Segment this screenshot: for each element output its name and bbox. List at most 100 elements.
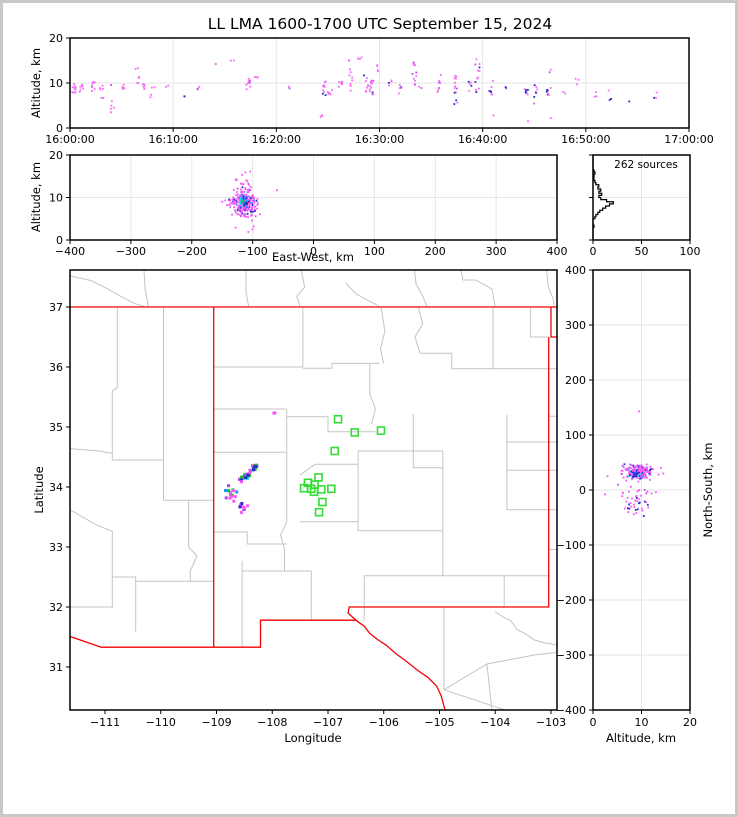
source-point <box>534 91 537 94</box>
source-point <box>505 86 507 89</box>
source-point <box>369 85 372 88</box>
county-boundary <box>143 270 149 308</box>
source-point <box>627 511 630 514</box>
source-point <box>628 472 630 475</box>
source-point <box>438 87 440 89</box>
source-point <box>628 503 630 506</box>
county-boundary <box>494 611 557 646</box>
source-point <box>341 82 344 85</box>
source-point <box>245 193 248 196</box>
source-point <box>340 80 343 83</box>
tick-label: 0 <box>590 716 597 729</box>
source-point <box>240 198 242 201</box>
source-point <box>253 468 257 472</box>
source-point <box>412 77 415 80</box>
source-point <box>100 97 103 99</box>
source-point <box>376 69 379 72</box>
source-point <box>474 89 477 91</box>
source-point <box>655 91 658 94</box>
source-point <box>250 203 253 206</box>
source-point <box>366 86 368 89</box>
source-point <box>478 66 481 69</box>
source-point <box>370 86 373 89</box>
source-point <box>165 85 167 88</box>
source-point <box>243 204 246 207</box>
source-point <box>183 95 186 98</box>
source-point <box>329 93 332 96</box>
time-panel-ylabel: Altitude, km <box>29 48 43 118</box>
source-point <box>636 464 639 467</box>
source-point <box>453 91 456 94</box>
source-point <box>252 465 256 469</box>
source-point <box>249 208 252 211</box>
source-point <box>415 75 418 78</box>
source-point <box>241 206 244 209</box>
source-point <box>240 194 243 196</box>
source-point <box>246 191 249 194</box>
source-point <box>252 225 255 228</box>
source-point <box>634 469 637 471</box>
source-point <box>322 91 325 94</box>
source-point <box>653 96 656 99</box>
source-point <box>574 77 577 80</box>
source-point <box>363 74 365 77</box>
source-point <box>71 91 74 94</box>
source-point <box>640 464 643 467</box>
source-point <box>349 85 352 87</box>
source-point <box>239 198 241 201</box>
source-point <box>248 470 252 474</box>
source-point <box>641 468 644 470</box>
tick-label: 300 <box>565 319 586 332</box>
source-point <box>245 215 248 218</box>
source-point <box>527 120 529 123</box>
source-point <box>338 85 340 88</box>
source-point <box>631 497 633 500</box>
tick-label: 16:20:00 <box>252 133 301 146</box>
ns-panel-ylabel: North-South, km <box>701 443 715 538</box>
source-point <box>240 504 244 508</box>
source-point <box>490 93 493 96</box>
source-point <box>228 198 231 201</box>
source-point <box>246 180 249 183</box>
source-point <box>249 85 252 88</box>
source-point <box>533 95 536 98</box>
source-point <box>371 93 374 96</box>
source-point <box>636 500 639 503</box>
source-point <box>657 473 660 476</box>
county-boundary <box>412 413 443 469</box>
source-point <box>323 86 326 88</box>
time-height-frame <box>69 37 690 129</box>
source-point <box>365 90 367 93</box>
source-point <box>243 191 246 193</box>
source-point <box>626 507 629 510</box>
ns-panel-xlabel: Altitude, km <box>606 731 676 745</box>
source-point <box>247 77 250 80</box>
source-point <box>245 208 248 211</box>
source-point <box>232 196 235 199</box>
source-point <box>244 198 247 201</box>
tick-label: 100 <box>680 245 701 258</box>
source-point <box>453 103 456 105</box>
source-point <box>252 210 254 213</box>
source-point <box>645 492 648 495</box>
tick-label: 0 <box>310 245 317 258</box>
source-point <box>549 87 552 89</box>
source-point <box>246 195 249 198</box>
source-point <box>640 507 643 510</box>
lma-station-marker <box>333 414 343 424</box>
county-boundary <box>70 275 146 308</box>
source-point <box>651 467 653 470</box>
source-point <box>631 475 634 478</box>
source-point <box>234 226 237 229</box>
tick-label: 20 <box>49 149 63 162</box>
source-point <box>644 467 647 470</box>
source-point <box>478 63 481 65</box>
source-point <box>247 188 249 191</box>
source-point <box>244 213 246 216</box>
county-boundary <box>357 521 443 532</box>
source-point <box>123 87 126 90</box>
source-point <box>546 89 549 91</box>
source-point <box>249 189 252 191</box>
tick-label: −400 <box>55 245 85 258</box>
source-point <box>239 200 242 203</box>
